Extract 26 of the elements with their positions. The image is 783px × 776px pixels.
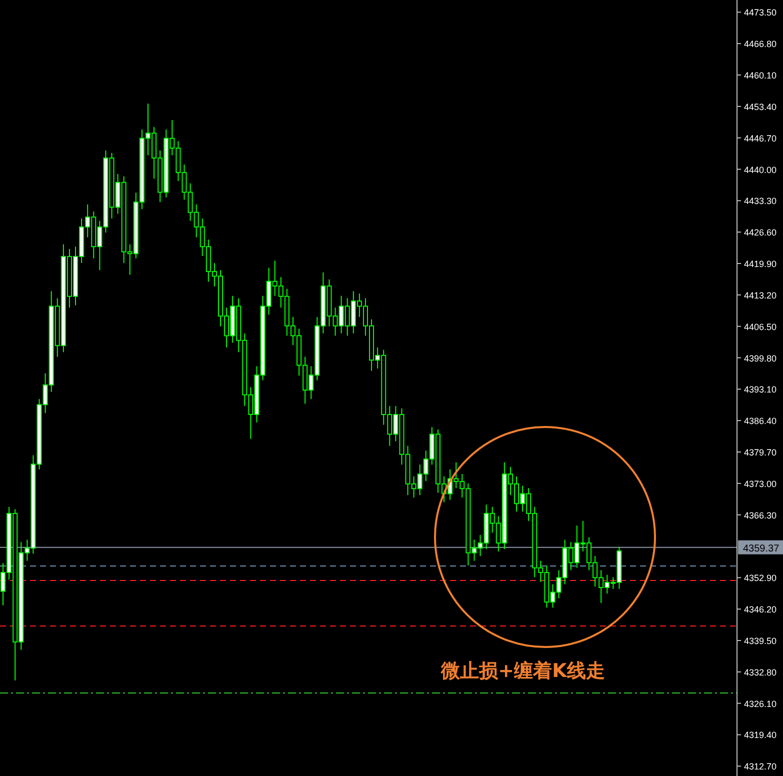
y-tick-label: 4446.70: [744, 133, 777, 144]
y-tick-label: 4326.10: [744, 698, 777, 709]
y-tick-label: 4339.50: [744, 636, 777, 646]
y-tick-label: 4413.20: [744, 290, 777, 300]
y-tick-label: 4466.80: [744, 39, 777, 50]
y-tick-label: 4406.50: [744, 322, 777, 332]
y-tick-label: 4419.90: [744, 259, 777, 270]
y-tick-label: 4373.00: [744, 478, 777, 489]
y-tick-label: 4453.40: [744, 102, 777, 112]
y-tick-label: 4473.50: [744, 8, 777, 18]
y-tick-label: 4312.70: [744, 762, 777, 772]
y-tick-label: 4332.80: [744, 667, 777, 678]
y-tick-label: 4426.60: [744, 228, 777, 238]
y-tick-label: 4379.70: [744, 448, 777, 458]
y-tick-label: 4319.40: [744, 730, 777, 740]
y-tick-label: 4346.20: [744, 604, 777, 615]
y-tick-label: 4433.30: [744, 196, 777, 206]
y-tick-label: 4393.10: [744, 384, 777, 395]
y-tick-label: 4440.00: [744, 164, 777, 175]
y-tick-label: 4386.40: [744, 416, 777, 426]
ref-line-label: 4359.37: [743, 543, 780, 554]
annotation: 微止损+缠着K线走: [440, 660, 605, 682]
y-tick-label: 4399.80: [744, 353, 777, 364]
y-tick-label: 4366.30: [744, 510, 777, 520]
y-tick-label: 4352.90: [744, 573, 777, 584]
y-tick-label: 4460.10: [744, 70, 777, 81]
